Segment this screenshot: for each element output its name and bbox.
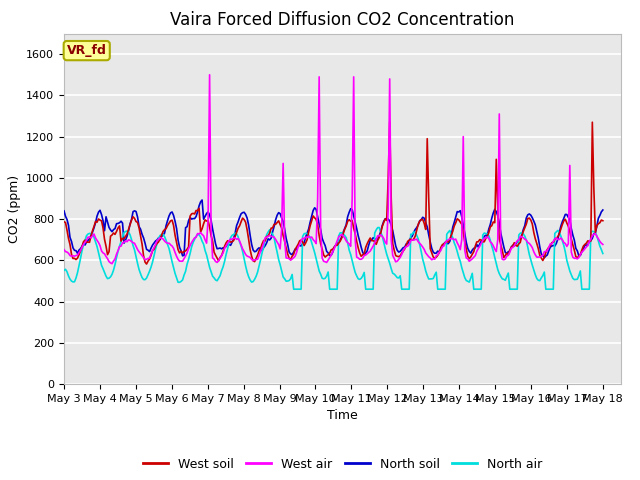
- X-axis label: Time: Time: [327, 409, 358, 422]
- Y-axis label: CO2 (ppm): CO2 (ppm): [8, 175, 20, 243]
- Legend: West soil, West air, North soil, North air: West soil, West air, North soil, North a…: [138, 453, 547, 476]
- Text: VR_fd: VR_fd: [67, 44, 107, 57]
- Title: Vaira Forced Diffusion CO2 Concentration: Vaira Forced Diffusion CO2 Concentration: [170, 11, 515, 29]
